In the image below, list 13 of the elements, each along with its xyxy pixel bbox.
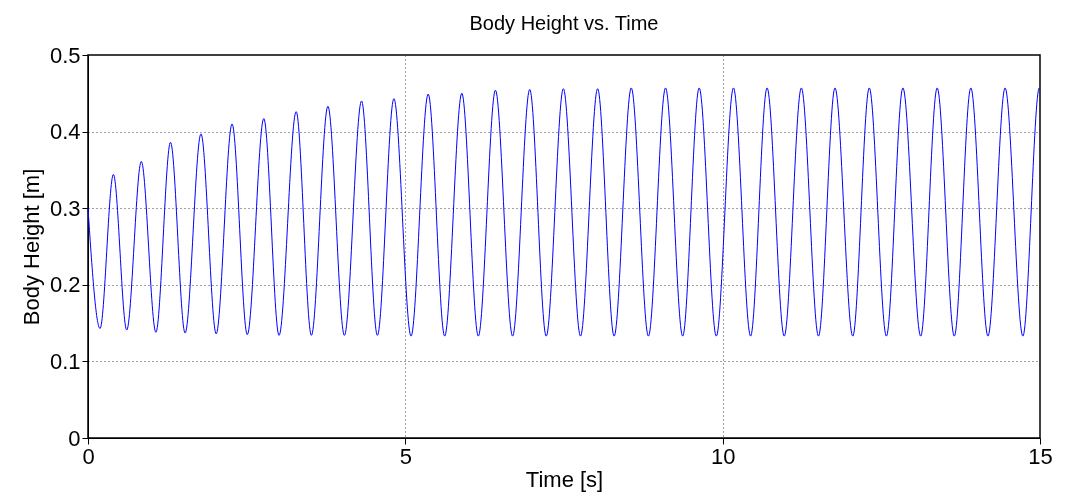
- y-tick-label: 0.4: [49, 119, 81, 145]
- chart-title: Body Height vs. Time: [469, 12, 659, 34]
- line-series: [87, 87, 1041, 337]
- x-tick-label: 15: [1028, 443, 1053, 469]
- y-tick-label: 0.1: [49, 348, 81, 374]
- x-tick-label: 10: [710, 443, 736, 469]
- y-tick-label: 0.2: [49, 272, 81, 298]
- y-tick-label: 0.3: [49, 195, 81, 221]
- x-axis-title: Time [s]: [525, 466, 604, 492]
- x-tick-label: 5: [399, 443, 412, 469]
- y-axis-title: Body Height [m]: [18, 168, 44, 326]
- y-tick-label: 0: [68, 425, 81, 451]
- y-tick-label: 0.5: [49, 42, 81, 68]
